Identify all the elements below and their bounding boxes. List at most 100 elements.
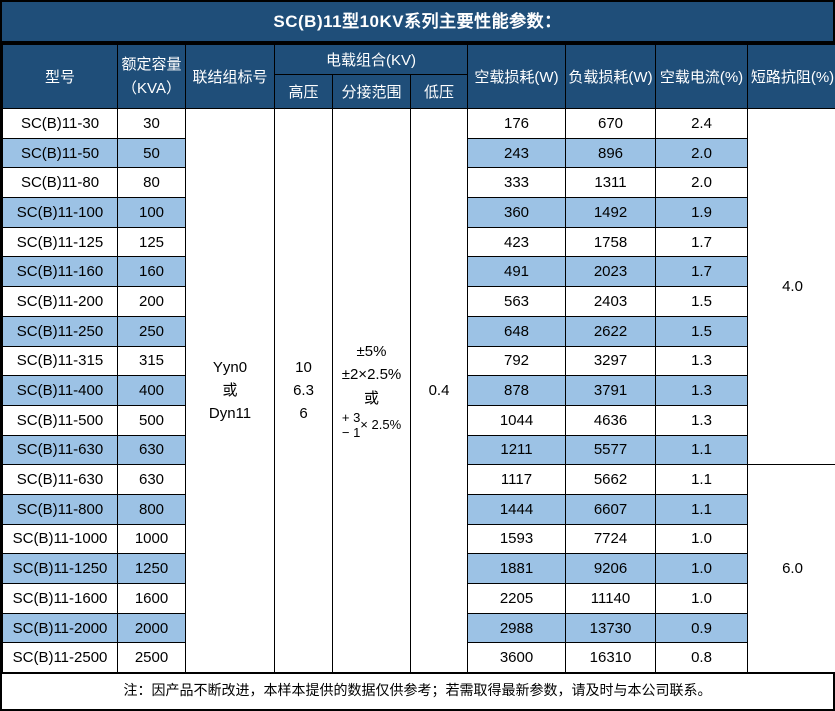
no-load-loss-cell: 1117 xyxy=(467,464,566,495)
model-cell: SC(B)11-1250 xyxy=(2,553,118,584)
no-load-current-cell: 1.0 xyxy=(655,583,748,614)
tap-stack-values: + 3 − 1 xyxy=(341,410,361,441)
lv-cell: 0.4 xyxy=(410,107,468,674)
no-load-current-cell: 1.5 xyxy=(655,315,748,347)
load-loss-cell: 2622 xyxy=(565,315,656,347)
load-loss-cell: 16310 xyxy=(565,642,656,674)
load-loss-cell: 9206 xyxy=(565,553,656,584)
hv-cell: 10 6.3 6 xyxy=(274,107,333,674)
page-title: SC(B)11型10KV系列主要性能参数： xyxy=(2,2,833,44)
impedance-cell-group2: 6.0 xyxy=(747,464,835,674)
col-header-voltage-combo: 电载组合(KV) xyxy=(274,44,468,75)
col-header-no-load-loss: 空载损耗(W) xyxy=(467,44,566,109)
no-load-current-cell: 2.0 xyxy=(655,137,748,169)
no-load-loss-cell: 1444 xyxy=(467,493,566,525)
model-cell: SC(B)11-400 xyxy=(2,375,118,406)
model-cell: SC(B)11-630 xyxy=(2,464,118,495)
model-cell: SC(B)11-2500 xyxy=(2,642,118,674)
no-load-loss-cell: 243 xyxy=(467,137,566,169)
capacity-cell: 50 xyxy=(117,137,186,169)
model-cell: SC(B)11-80 xyxy=(2,167,118,199)
no-load-current-cell: 1.0 xyxy=(655,523,748,555)
model-cell: SC(B)11-2000 xyxy=(2,612,118,644)
model-cell: SC(B)11-50 xyxy=(2,137,118,169)
table-row: SC(B)11-100 100 360 1492 1.9 xyxy=(2,197,835,228)
no-load-loss-cell: 491 xyxy=(467,256,566,288)
capacity-cell: 500 xyxy=(117,404,186,436)
load-loss-cell: 5662 xyxy=(565,464,656,495)
no-load-loss-cell: 648 xyxy=(467,315,566,347)
load-loss-cell: 3297 xyxy=(565,345,656,377)
model-cell: SC(B)11-630 xyxy=(2,434,118,466)
no-load-loss-cell: 1593 xyxy=(467,523,566,555)
load-loss-cell: 1758 xyxy=(565,226,656,258)
table-row: SC(B)11-1000 1000 1593 7724 1.0 xyxy=(2,523,835,555)
header-row-2: 高压 分接范围 低压 xyxy=(3,74,835,109)
table-row: SC(B)11-50 50 243 896 2.0 xyxy=(2,137,835,169)
no-load-current-cell: 1.1 xyxy=(655,493,748,525)
capacity-cell: 315 xyxy=(117,345,186,377)
capacity-cell: 80 xyxy=(117,167,186,199)
table-row: SC(B)11-2500 2500 3600 16310 0.8 xyxy=(2,642,835,674)
no-load-current-cell: 1.3 xyxy=(655,404,748,436)
model-cell: SC(B)11-30 xyxy=(2,108,118,139)
no-load-current-cell: 1.1 xyxy=(655,434,748,466)
tap-stack-bottom: − 1 xyxy=(341,424,361,440)
load-loss-cell: 1492 xyxy=(565,197,656,228)
model-cell: SC(B)11-315 xyxy=(2,345,118,377)
table-row: SC(B)11-250 250 648 2622 1.5 xyxy=(2,315,835,347)
table-row: SC(B)11-1250 1250 1881 9206 1.0 xyxy=(2,553,835,584)
no-load-loss-cell: 333 xyxy=(467,167,566,199)
load-loss-cell: 1311 xyxy=(565,167,656,199)
tap-stack-suffix: × 2.5% xyxy=(360,417,402,433)
load-loss-cell: 11140 xyxy=(565,583,656,614)
load-loss-cell: 5577 xyxy=(565,434,656,466)
no-load-loss-cell: 1881 xyxy=(467,553,566,584)
no-load-loss-cell: 3600 xyxy=(467,642,566,674)
col-header-capacity: 额定容量 （KVA） xyxy=(117,44,186,109)
model-cell: SC(B)11-800 xyxy=(2,493,118,525)
no-load-loss-cell: 1211 xyxy=(467,434,566,466)
no-load-loss-cell: 563 xyxy=(467,286,566,317)
capacity-cell: 800 xyxy=(117,493,186,525)
model-cell: SC(B)11-500 xyxy=(2,404,118,436)
table-row: SC(B)11-80 80 333 1311 2.0 xyxy=(2,167,835,199)
capacity-cell: 1600 xyxy=(117,583,186,614)
no-load-current-cell: 2.0 xyxy=(655,167,748,199)
no-load-loss-cell: 792 xyxy=(467,345,566,377)
no-load-current-cell: 1.3 xyxy=(655,375,748,406)
load-loss-cell: 7724 xyxy=(565,523,656,555)
model-cell: SC(B)11-1600 xyxy=(2,583,118,614)
load-loss-cell: 13730 xyxy=(565,612,656,644)
no-load-current-cell: 1.7 xyxy=(655,256,748,288)
table-row: SC(B)11-500 500 1044 4636 1.3 xyxy=(2,404,835,436)
load-loss-cell: 6607 xyxy=(565,493,656,525)
no-load-current-cell: 0.9 xyxy=(655,612,748,644)
no-load-current-cell: 1.5 xyxy=(655,286,748,317)
col-header-lv: 低压 xyxy=(410,74,468,109)
model-cell: SC(B)11-1000 xyxy=(2,523,118,555)
no-load-loss-cell: 2205 xyxy=(467,583,566,614)
no-load-current-cell: 1.3 xyxy=(655,345,748,377)
capacity-cell: 30 xyxy=(117,108,186,139)
table-row: SC(B)11-630 630 1211 5577 1.1 xyxy=(2,434,835,466)
tap-range-stack: + 3 − 1 × 2.5% xyxy=(335,410,408,441)
tap-range-cell: ±5% ±2×2.5% 或 + 3 − 1 × 2.5% xyxy=(332,107,411,674)
no-load-loss-cell: 176 xyxy=(467,108,566,139)
table-row: SC(B)11-400 400 878 3791 1.3 xyxy=(2,375,835,406)
table-row: SC(B)11-1600 1600 2205 11140 1.0 xyxy=(2,583,835,614)
capacity-cell: 1000 xyxy=(117,523,186,555)
table-body: SC(B)11-30 30 Yyn0 或 Dyn11 10 6.3 6 ±5% … xyxy=(2,107,835,674)
impedance-cell-group1: 4.0 xyxy=(747,107,835,466)
table-row: SC(B)11-800 800 1444 6607 1.1 xyxy=(2,493,835,525)
col-header-vector-group: 联结组标号 xyxy=(185,44,275,109)
capacity-cell: 200 xyxy=(117,286,186,317)
model-cell: SC(B)11-250 xyxy=(2,315,118,347)
no-load-loss-cell: 1044 xyxy=(467,404,566,436)
load-loss-cell: 4636 xyxy=(565,404,656,436)
capacity-cell: 400 xyxy=(117,375,186,406)
capacity-cell: 2500 xyxy=(117,642,186,674)
model-cell: SC(B)11-125 xyxy=(2,226,118,258)
table-row: SC(B)11-160 160 491 2023 1.7 xyxy=(2,256,835,288)
